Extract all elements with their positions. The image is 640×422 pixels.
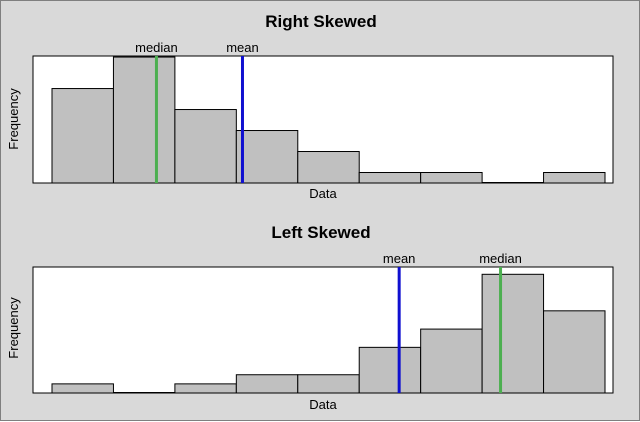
chart-2-bar bbox=[543, 310, 606, 394]
chart-1-bar bbox=[112, 56, 176, 184]
chart-2-y-axis-label: Frequency bbox=[6, 297, 21, 359]
chart-1-bar bbox=[297, 151, 360, 184]
chart-1-bar bbox=[51, 88, 114, 184]
chart-1-y-axis-label: Frequency bbox=[6, 88, 21, 150]
chart-2-bar bbox=[297, 374, 360, 394]
chart-2-title: Left Skewed bbox=[271, 223, 370, 242]
chart-1-title: Right Skewed bbox=[265, 12, 376, 31]
chart-2-bar bbox=[358, 346, 422, 394]
chart-2-bar bbox=[51, 383, 114, 394]
chart-1-bar bbox=[174, 109, 237, 184]
chart-2-bar bbox=[235, 374, 299, 394]
chart-2-bar bbox=[481, 273, 545, 394]
chart-2-median-label: median bbox=[479, 251, 522, 266]
chart-2-bar bbox=[174, 383, 237, 394]
chart-1-bar bbox=[358, 172, 422, 184]
chart-1-x-axis-label: Data bbox=[309, 186, 337, 201]
chart-2-mean-label: mean bbox=[383, 251, 416, 266]
chart-2-x-axis-label: Data bbox=[309, 397, 337, 412]
chart-1-bar bbox=[420, 172, 483, 184]
chart-2-bar bbox=[420, 328, 483, 394]
chart-1-mean-label: mean bbox=[226, 40, 259, 55]
chart-1-bar bbox=[543, 172, 606, 184]
chart-1-median-label: median bbox=[135, 40, 178, 55]
chart-1-bar bbox=[235, 130, 299, 184]
